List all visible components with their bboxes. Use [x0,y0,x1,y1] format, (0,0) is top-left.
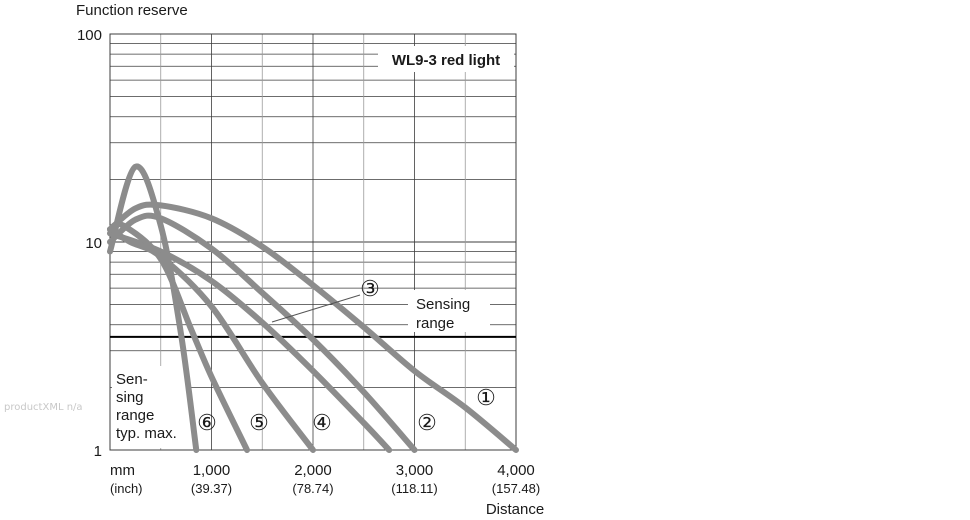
series-line-6 [107,163,200,453]
range-note-backdrop [112,366,188,448]
y-tick-label: 100 [77,27,102,44]
y-axis-label: Function reserve [76,2,188,19]
series-label-3: ③ [360,276,380,301]
x-tick-sublabel: (157.48) [492,481,540,496]
range-note-line: typ. max. [116,425,177,442]
x-axis-label: Distance [486,501,544,518]
title-backdrop [378,46,514,72]
threshold-label-backdrop [408,290,490,332]
x-tick-sublabel: (78.74) [292,481,333,496]
threshold-label-line: range [416,315,454,332]
watermark-text: productXML n/a [4,402,83,413]
y-tick-label: 1 [94,443,102,460]
x-unit-alt-label: (inch) [110,481,143,496]
series-3-leader-line [271,294,361,323]
series-label-1: ① [476,385,496,410]
series-line-4 [107,226,316,453]
series-line-3 [107,230,393,453]
x-tick-label: 1,000 [193,462,231,479]
series-label-4: ④ [312,410,332,435]
series-label-6: ⑥ [197,410,217,435]
series-label-2: ② [417,410,437,435]
range-note-line: Sen- [116,371,148,388]
x-tick-label: 3,000 [396,462,434,479]
chart-title: WL9-3 red light [392,52,500,69]
x-tick-label: 2,000 [294,462,332,479]
chart-text: ① ② ③ ④ ⑤ ⑥ WL9-3 red light Function reserve 1 10… [76,2,544,518]
range-note-line: range [116,407,154,424]
sensing-range-threshold [110,290,516,448]
x-tick-sublabel: (118.11) [391,481,438,496]
series-line-2 [107,212,418,453]
x-tick-label: 4,000 [497,462,535,479]
threshold-label-line: Sensing [416,296,470,313]
series-line-5 [107,220,251,453]
x-tick-sublabel: (39.37) [191,481,232,496]
x-unit-label: mm [110,462,135,479]
y-tick-label: 10 [85,235,102,252]
series-label-5: ⑤ [249,410,269,435]
series-line-1 [107,201,519,453]
series-group [107,163,519,453]
range-note-line: sing [116,389,144,406]
